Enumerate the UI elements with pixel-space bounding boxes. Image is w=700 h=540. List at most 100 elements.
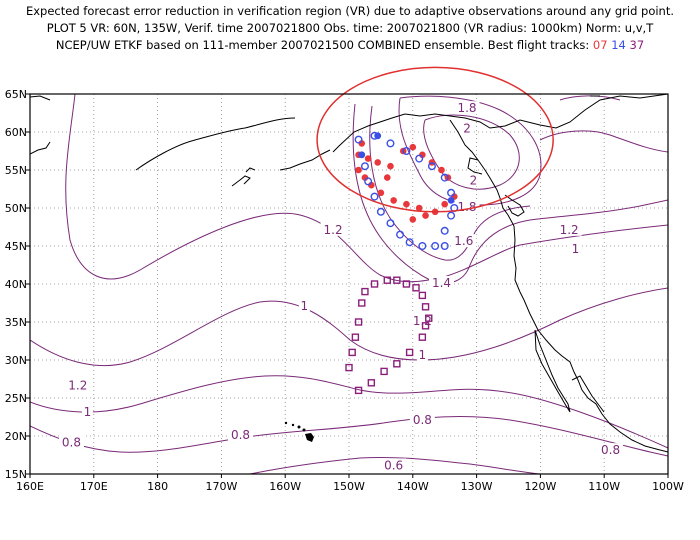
title-line-3: NCEP/UW ETKF based on 111-member 2007021… [0,38,700,52]
track-37-marker [383,276,391,284]
contour-line [398,95,542,206]
contour-labels: 1.8 2 2 1.8 1.6 1.4 1.2 1 1.2 1 1.2 1 0.8 0.8 0.8 0.6 1.… [58,101,624,472]
track-37-markers [345,276,433,395]
contour-label: 1 [419,348,427,362]
y-tick-label: 60N [5,126,27,139]
track-07-marker [368,181,375,189]
contour-label-bg [429,276,455,289]
track-37-marker [421,322,430,330]
contour-label: 0.8 [62,436,81,450]
contour-line [30,415,668,457]
track-37-marker [351,333,360,341]
y-tick-label: 55N [5,164,27,177]
contour-line [369,105,531,261]
track-07-marker [409,216,417,223]
track-07-marker [403,200,410,208]
track-14-marker [364,177,373,186]
track-14-marker [440,226,449,235]
coastline [279,149,331,171]
x-tick-label: 180 [147,480,168,493]
y-tick-label: 35N [5,316,27,329]
contour-line [439,224,668,279]
contour-label-bg [298,298,310,312]
grid-lines [30,94,668,474]
track-14-marker [431,241,440,250]
coastline [449,119,515,227]
x-tick-label: 170W [205,480,237,493]
y-tick-label: 65N [5,88,27,101]
y-tick-label: 20N [5,430,27,443]
island [291,423,295,427]
y-tick-label: 15N [5,468,27,481]
track-14-marker [405,238,414,247]
contour-label-bg [461,121,473,135]
track-37-marker [418,291,427,300]
contour-label-bg [569,241,581,255]
track-37-marker [425,314,433,322]
contour-label: 1.8 [457,200,476,214]
contour-label: 0.6 [384,458,403,472]
track-37-marker [418,333,427,341]
contour-label: 1.4 [432,276,451,290]
x-tick-label: 100W [652,480,684,493]
x-axis-ticks: 160E 170E 180 170W 160W 150W 140W 130W 120W 110W 1… [16,474,684,493]
track-37-marker [358,299,366,307]
track-14-marker [447,211,456,220]
y-tick-label: 25N [5,392,27,405]
contour-label-bg [81,405,93,419]
track-14-marker-filled [358,151,366,159]
x-tick-label: 110W [588,480,620,493]
contour-label-bg [320,222,346,236]
coastline [245,167,256,173]
contour-label: 1 [301,299,309,313]
figure-title: Expected forecast error reduction in ver… [0,0,700,70]
island [305,433,314,442]
contour-label: 2 [470,173,478,187]
coastline [571,375,605,413]
x-tick-label: 160E [16,480,44,493]
y-tick-label: 40N [5,278,27,291]
track-37-marker [393,276,401,284]
y-axis-ticks: 15N 20N 25N 30N 35N 40N 45N 50N 55N 60N 65N [5,88,30,481]
y-tick-label: 45N [5,240,27,253]
contour-label: 0.8 [601,443,620,457]
contour-label: 2 [463,122,471,136]
track-37-marker [421,303,430,311]
track-14-marker-filled [374,132,382,140]
x-tick-label: 160W [269,480,301,493]
track-37-marker [354,318,363,326]
contour-label-bg [409,412,435,426]
coastline [231,175,251,187]
track-14-marker-filled [447,197,455,204]
contour-line [559,95,621,101]
track-07-marker [355,166,362,174]
contour-label: 0.8 [413,413,432,427]
contour-line [65,94,441,283]
x-tick-label: 150W [333,480,365,493]
track-37-marker [354,386,363,395]
track-07-marker [419,151,426,159]
coastline [30,95,51,101]
contour-label: 1.2 [324,223,343,237]
track-07-marker [383,174,391,181]
contour-label-bg [228,428,254,441]
contour-label-bg [416,348,428,362]
track-14-marker [360,162,369,171]
track-37-marker [367,379,376,387]
coastline [30,141,51,155]
track-07-marker [438,166,445,174]
x-tick-label: 170E [80,480,108,493]
coastlines [30,94,668,453]
track-37-marker [380,367,388,376]
contour-label-bg [598,443,624,457]
track-07-marker [390,197,397,204]
coastline [467,157,483,175]
contour-label-bg [58,435,84,449]
track-14-marker [440,241,449,250]
contour-line [30,375,668,449]
contour-label: 1.2 [413,314,432,328]
track-37-marker [361,287,369,296]
track-07-marker [358,140,366,147]
coastline [504,194,525,217]
track-07-marker [387,162,394,170]
